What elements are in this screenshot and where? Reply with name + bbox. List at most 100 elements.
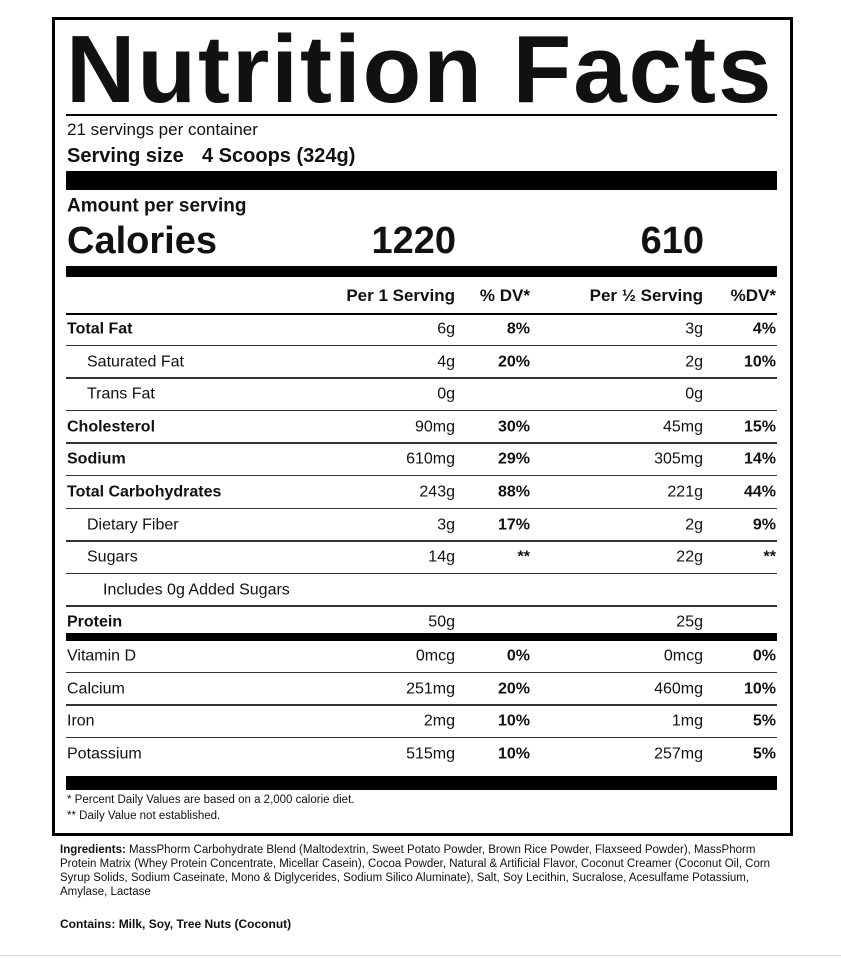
daily-value: 10%	[743, 353, 776, 370]
serving-size-value: 4 Scoops (324g)	[202, 145, 356, 167]
amount: 14g	[428, 548, 455, 566]
servings: 21 servings per container	[67, 119, 258, 139]
amount: 0mcg	[663, 647, 703, 665]
amount: 90mg	[414, 418, 455, 436]
daily-value: 88%	[497, 483, 530, 501]
rule	[66, 507, 777, 509]
rule	[66, 736, 777, 739]
daily-value: 10%	[497, 745, 530, 763]
amount: 50g	[428, 613, 455, 631]
daily-value: 5%	[752, 745, 776, 763]
amount: 0g	[685, 385, 703, 403]
amount: 4g	[437, 353, 455, 370]
nutrient-name: Saturated Fat	[87, 353, 184, 370]
rule	[66, 704, 777, 706]
nutrient-name: Vitamin D	[67, 647, 137, 665]
calories-per-serving: 1220	[371, 220, 456, 263]
amount: 305mg	[654, 450, 703, 468]
footnote: * Percent Daily Values are based on a 2,…	[67, 794, 355, 807]
thick-rule	[66, 266, 777, 277]
amount: 45mg	[662, 418, 703, 436]
daily-value: 4%	[752, 320, 776, 338]
rule	[66, 572, 777, 575]
rule	[66, 442, 777, 444]
amount: 25g	[676, 613, 703, 631]
calories-per-half: 610	[640, 220, 704, 263]
rule	[66, 671, 777, 673]
contains-label: Contains:	[60, 916, 116, 931]
daily-value: 9%	[752, 516, 776, 533]
thick-rule	[66, 776, 777, 790]
label-box	[52, 17, 793, 836]
rule	[66, 377, 777, 379]
amount: 251mg	[406, 680, 455, 697]
amount: 3g	[685, 320, 703, 338]
daily-value: 14%	[743, 450, 776, 468]
rule	[66, 114, 777, 116]
calories-label: Calories	[67, 220, 217, 263]
amount: 515mg	[406, 745, 455, 763]
nutrient-name: Includes 0g Added Sugars	[103, 581, 290, 599]
nutrient-name: Cholesterol	[67, 418, 156, 436]
rule	[66, 344, 777, 346]
daily-value: 17%	[497, 516, 530, 533]
amount: 243g	[419, 483, 455, 501]
rule	[66, 605, 777, 607]
nutrient-name: Protein	[67, 613, 123, 631]
amount-per-serving: Amount per serving	[67, 195, 247, 217]
amount: 221g	[667, 483, 703, 501]
nutrient-name: Trans Fat	[87, 385, 155, 403]
ingredients-label: Ingredients:	[60, 844, 126, 856]
daily-value: 20%	[497, 353, 530, 370]
nutrient-name: Calcium	[67, 680, 125, 697]
daily-value: 0%	[752, 647, 776, 665]
amount: 0mcg	[415, 647, 455, 665]
amount: 2g	[685, 353, 703, 370]
amount: 460mg	[654, 680, 703, 697]
daily-value: 10%	[497, 712, 530, 730]
amount: 6g	[437, 320, 455, 338]
footnote: ** Daily Value not established.	[67, 810, 221, 823]
nutrient-name: Potassium	[67, 745, 142, 763]
daily-value: 44%	[743, 483, 776, 501]
daily-value: **	[763, 548, 776, 566]
rule	[66, 540, 777, 542]
column-header: %DV*	[730, 285, 776, 305]
daily-value: 15%	[743, 418, 776, 436]
column-header: Per 1 Serving	[346, 285, 455, 305]
daily-value: 29%	[497, 450, 530, 468]
ingredients-text: MassPhorm Carbohydrate Blend (Maltodextr…	[60, 844, 771, 898]
daily-value: 30%	[497, 418, 530, 436]
daily-value: 0%	[506, 647, 530, 665]
ingredients: Ingredients: MassPhorm Carbohydrate Blen…	[60, 843, 780, 899]
column-header: Per ½ Serving	[589, 285, 703, 305]
nutrient-name: Sugars	[87, 548, 138, 566]
title: Nutrition Facts	[66, 16, 774, 123]
nutrient-name: Dietary Fiber	[87, 516, 179, 533]
nutrient-name: Iron	[67, 712, 95, 730]
daily-value: **	[517, 548, 530, 566]
amount: 1mg	[671, 712, 703, 730]
amount: 610mg	[406, 450, 455, 468]
daily-value: 5%	[752, 712, 776, 730]
daily-value: 10%	[743, 680, 776, 697]
nutrient-name: Sodium	[67, 450, 126, 468]
amount: 2mg	[423, 712, 455, 730]
nutrient-name: Total Fat	[67, 320, 133, 338]
thick-rule	[66, 633, 777, 642]
amount: 22g	[676, 548, 703, 566]
daily-value: 20%	[497, 680, 530, 697]
column-header: % DV*	[479, 285, 530, 305]
amount: 3g	[437, 516, 455, 533]
amount: 2g	[685, 516, 703, 533]
rule	[66, 409, 777, 412]
daily-value: 8%	[506, 320, 530, 338]
rule	[66, 474, 777, 477]
page-bottom-rule	[0, 955, 841, 956]
serving-size-label: Serving size	[67, 145, 184, 167]
thick-rule	[66, 171, 777, 190]
nutrient-name: Total Carbohydrates	[67, 483, 222, 501]
amount: 0g	[437, 385, 455, 403]
amount: 257mg	[654, 745, 703, 763]
